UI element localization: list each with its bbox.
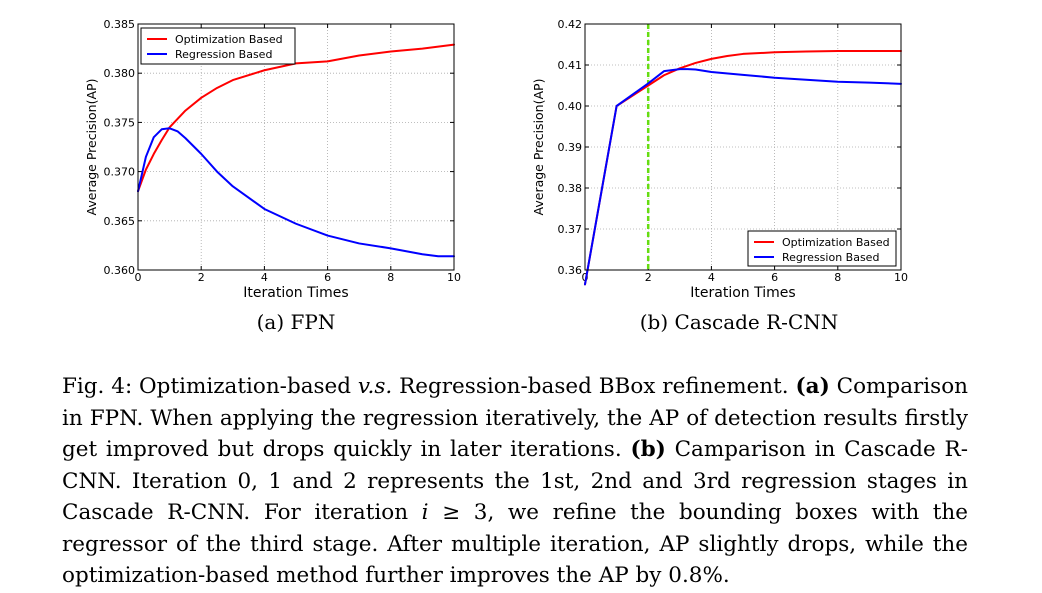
x-tick-label: 10	[894, 271, 908, 284]
legend: Optimization Based Regression Based	[140, 27, 296, 65]
x-tick-label: 2	[645, 271, 652, 284]
caption-label-b: (b)	[630, 437, 666, 462]
x-axis-label: Iteration Times	[243, 285, 348, 301]
y-tick-label: 0.385	[104, 18, 136, 31]
legend-label: Optimization Based	[175, 33, 283, 46]
series-line-regression-based	[137, 127, 455, 258]
caption-lead: Fig. 4: Optimization-based	[62, 374, 358, 399]
plot-area	[138, 24, 454, 270]
plot-area	[585, 24, 901, 270]
caption-part-4: , we refine the bounding boxes with the …	[62, 500, 969, 588]
y-tick-label: 0.37	[558, 223, 583, 236]
y-tick-label: 0.370	[104, 166, 136, 179]
figure-caption: Fig. 4: Optimization-based v.s. Regressi…	[62, 371, 968, 592]
caption-part-1: Regression-based BBox refinement.	[392, 374, 796, 399]
y-tick-label: 0.40	[558, 100, 583, 113]
y-tick-label: 0.42	[558, 18, 583, 31]
x-tick-label: 2	[198, 271, 205, 284]
charts-canvas: 0 2 4 6 8 100.3600.3650.3700.3750.3800.385Ite…	[84, 18, 908, 334]
y-tick-label: 0.375	[104, 116, 136, 129]
subcaption-a: (a) FPN	[257, 310, 336, 334]
caption-math-rest: ≥ 3	[428, 500, 488, 525]
x-tick-label: 0	[582, 271, 589, 284]
legend-label: Regression Based	[782, 251, 879, 264]
y-axis-label: Average Precision(AP)	[531, 79, 546, 216]
chart-cascade-rcnn: 0 2 4 6 8 10 0.36 0.37 0.38 0.39 0.40 0.41 0.42 Itera…	[531, 18, 908, 301]
x-tick-label: 8	[387, 271, 394, 284]
chart-fpn: 0 2 4 6 8 10 0.360 0.365 0.370 0.375 0.380 0.385 Ite…	[84, 18, 461, 301]
legend-label: Regression Based	[175, 48, 272, 61]
x-tick-label: 4	[708, 271, 715, 284]
series-line-optimization-based	[584, 50, 902, 286]
y-tick-label: 0.38	[558, 182, 583, 195]
y-tick-label: 0.365	[104, 215, 136, 228]
legend-label: Optimization Based	[782, 236, 890, 249]
series-line-optimization-based	[137, 43, 455, 193]
y-tick-label: 0.39	[558, 141, 583, 154]
caption-vs: v.s.	[357, 374, 393, 399]
x-tick-label: 8	[834, 271, 841, 284]
y-tick-label: 0.360	[104, 264, 136, 277]
caption-part-3: Camparison in Cascade R-CNN. Iteration 0…	[62, 437, 968, 525]
legend-box	[747, 230, 897, 267]
x-tick-label: 4	[261, 271, 268, 284]
x-tick-label: 0	[135, 271, 142, 284]
plot-frame	[584, 23, 902, 271]
y-tick-label: 0.380	[104, 67, 136, 80]
subcaption-b: (b) Cascade R-CNN	[640, 310, 839, 334]
series-line-regression-based	[584, 68, 902, 286]
x-tick-label: 6	[324, 271, 331, 284]
y-tick-label: 0.36	[558, 264, 583, 277]
x-axis-label: Iteration Times	[690, 285, 795, 301]
legend-box	[140, 27, 296, 65]
y-tick-label: 0.41	[558, 59, 583, 72]
legend: Optimization Based Regression Based	[747, 230, 897, 267]
x-tick-label: 10	[447, 271, 461, 284]
y-axis-label: Average Precision(AP)	[84, 79, 99, 216]
x-tick-label: 6	[771, 271, 778, 284]
caption-label-a: (a)	[795, 374, 830, 399]
plot-frame	[137, 23, 455, 271]
caption-part-2: Comparison in FPN. When applying the reg…	[62, 374, 968, 462]
caption-math-var: i	[421, 500, 429, 525]
